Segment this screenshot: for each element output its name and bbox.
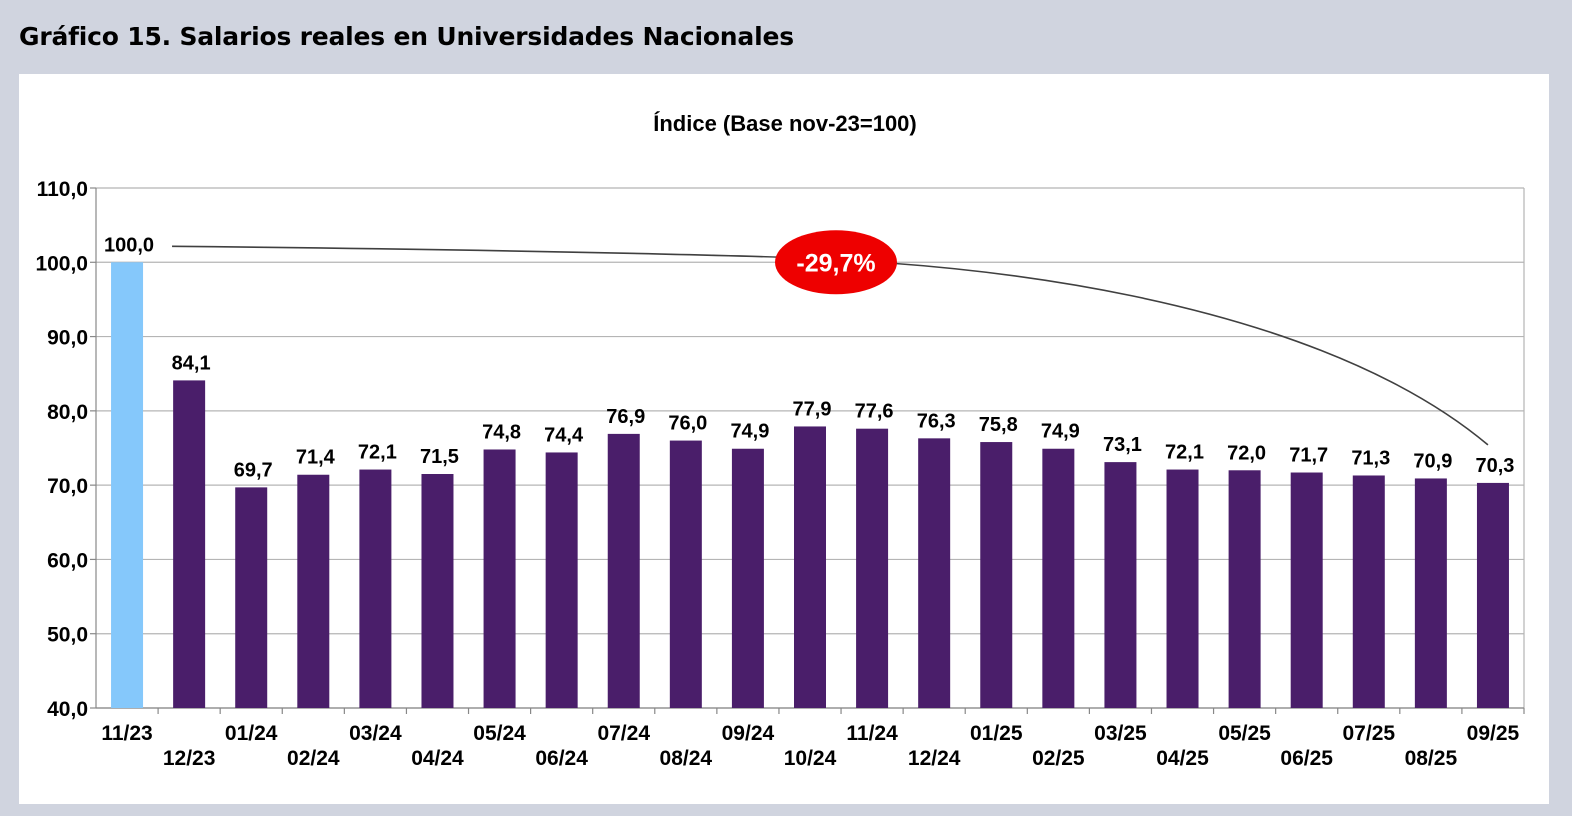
data-label: 77,9 <box>793 398 832 420</box>
bar-01-24 <box>235 487 268 708</box>
bar-03-24 <box>359 469 392 708</box>
x-tick-label: 11/23 <box>101 722 152 745</box>
y-tick-label: 80,0 <box>47 401 88 424</box>
bar-08-24 <box>669 440 702 708</box>
x-tick-label: 04/25 <box>1156 747 1209 770</box>
bar-09-25 <box>1476 482 1509 708</box>
y-axis-ticks: 40,0 50,0 60,0 70,0 80,0 90,0 100,0 110,0 <box>35 178 88 721</box>
bar-06-25 <box>1290 472 1323 708</box>
bar-03-25 <box>1104 462 1137 708</box>
bar-02-25 <box>1042 448 1075 708</box>
y-tick-label: 70,0 <box>47 475 88 498</box>
y-tick-label: 100,0 <box>35 252 88 275</box>
data-label: 70,9 <box>1413 450 1452 472</box>
chart-panel: Índice (Base nov-23=100) 40,0 50,0 60,0 70,… <box>19 74 1549 804</box>
y-tick-label: 90,0 <box>47 327 88 350</box>
x-tick-label: 02/24 <box>287 747 340 770</box>
x-tick-label: 03/25 <box>1094 722 1147 745</box>
data-labels: 100,0 84,1 69,7 71,4 72,1 71,5 74,8 74,4 76,9 76,… <box>104 234 1514 481</box>
bar-07-25 <box>1352 475 1385 708</box>
bar-04-25 <box>1166 469 1199 708</box>
data-label: 72,1 <box>1165 442 1204 464</box>
y-tick-label: 110,0 <box>37 178 88 201</box>
y-tick-label: 40,0 <box>47 698 88 721</box>
data-label: 71,3 <box>1351 447 1390 469</box>
bar-12-23 <box>173 380 206 708</box>
bar-02-24 <box>297 474 330 708</box>
x-tick-label: 12/24 <box>908 747 961 770</box>
bar-06-24 <box>545 452 578 708</box>
x-tick-label: 01/24 <box>225 722 278 745</box>
bar-chart: Índice (Base nov-23=100) 40,0 50,0 60,0 70,… <box>35 111 1525 770</box>
data-label: 71,5 <box>420 446 459 468</box>
bar-12-24 <box>918 438 951 708</box>
x-tick-label: 12/23 <box>163 747 216 770</box>
decline-annotation: -29,7% <box>172 230 1489 446</box>
x-tick-label: 07/25 <box>1343 722 1396 745</box>
data-label: 72,1 <box>358 442 397 464</box>
data-label: 100,0 <box>104 234 154 256</box>
bar-11-24 <box>856 428 889 708</box>
x-tick-label: 10/24 <box>784 747 837 770</box>
chart-title: Índice (Base nov-23=100) <box>653 111 917 136</box>
data-label: 75,8 <box>979 414 1018 436</box>
bar-09-24 <box>731 448 764 708</box>
data-label: 76,0 <box>668 413 707 435</box>
decline-badge <box>775 230 897 295</box>
bar-01-25 <box>980 442 1013 708</box>
data-label: 77,6 <box>855 401 894 423</box>
x-axis-ticks: 11/23 12/23 01/24 02/24 03/24 04/24 05/24 06/24… <box>101 708 1525 770</box>
x-tick-label: 11/24 <box>846 722 898 745</box>
data-label: 84,1 <box>172 352 211 374</box>
x-tick-label: 07/24 <box>597 722 650 745</box>
bar-05-24 <box>483 449 516 708</box>
y-tick-label: 50,0 <box>47 624 88 647</box>
bar-10-24 <box>794 426 826 708</box>
data-label: 73,1 <box>1103 434 1142 456</box>
data-label: 74,9 <box>1041 421 1080 443</box>
decline-badge-label: -29,7% <box>796 249 875 277</box>
x-tick-label: 09/25 <box>1467 722 1520 745</box>
data-label: 71,4 <box>296 447 336 469</box>
x-tick-label: 01/25 <box>970 722 1023 745</box>
y-tick-label: 60,0 <box>47 549 88 572</box>
x-tick-label: 04/24 <box>411 747 464 770</box>
data-label: 72,0 <box>1227 442 1266 464</box>
x-tick-label: 05/25 <box>1218 722 1271 745</box>
data-label: 71,7 <box>1289 445 1328 467</box>
data-label: 69,7 <box>234 459 273 481</box>
data-label: 74,9 <box>730 421 769 443</box>
bar-11-23 <box>111 262 144 708</box>
x-tick-label: 03/24 <box>349 722 402 745</box>
data-label: 74,8 <box>482 421 521 443</box>
x-tick-label: 09/24 <box>722 722 775 745</box>
bar-07-24 <box>607 433 640 708</box>
x-tick-label: 08/25 <box>1405 747 1458 770</box>
bar-08-25 <box>1414 478 1447 708</box>
x-tick-label: 08/24 <box>660 747 713 770</box>
data-label: 76,9 <box>606 406 645 428</box>
bar-04-24 <box>421 474 454 708</box>
bar-05-25 <box>1228 470 1261 708</box>
data-label: 70,3 <box>1475 455 1514 477</box>
x-tick-label: 05/24 <box>473 722 526 745</box>
data-label: 76,3 <box>917 410 956 432</box>
x-tick-label: 06/24 <box>535 747 588 770</box>
x-tick-label: 06/25 <box>1280 747 1333 770</box>
data-label: 74,4 <box>544 424 584 446</box>
bars <box>111 262 1509 708</box>
x-tick-label: 02/25 <box>1032 747 1085 770</box>
figure-title: Gráfico 15. Salarios reales en Universid… <box>19 22 794 51</box>
